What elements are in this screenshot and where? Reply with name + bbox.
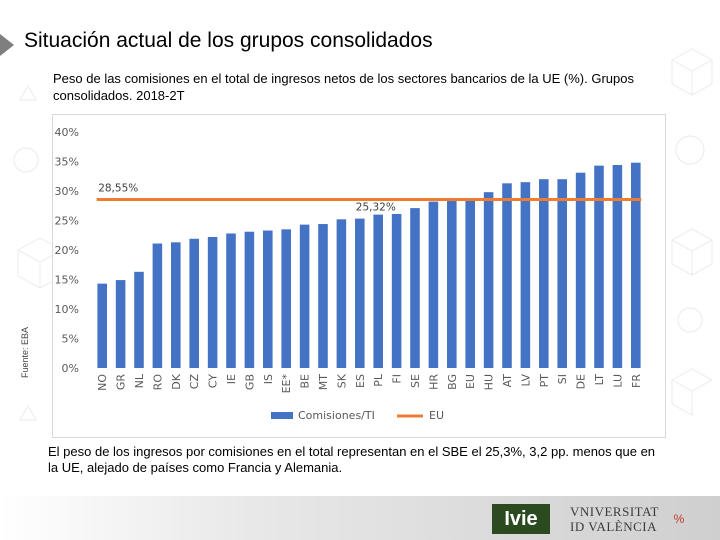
bar xyxy=(152,243,163,368)
y-tick-label: 30% xyxy=(55,185,79,198)
x-tick-label: CY xyxy=(207,374,220,388)
data-label: 28,55% xyxy=(98,183,138,195)
bar xyxy=(520,182,531,368)
x-tick-label: HR xyxy=(427,374,440,390)
bar xyxy=(594,165,604,368)
bar xyxy=(281,229,291,368)
bar xyxy=(612,165,623,368)
bar xyxy=(299,224,310,368)
bar xyxy=(97,283,107,368)
bar xyxy=(226,233,236,368)
y-tick-label: 20% xyxy=(55,244,79,257)
bar xyxy=(483,192,494,368)
y-tick-label: 40% xyxy=(55,126,79,139)
bar xyxy=(428,201,439,368)
data-label: 25,32% xyxy=(356,202,396,214)
bar xyxy=(355,218,365,368)
x-tick-label: DE xyxy=(575,374,588,389)
bar xyxy=(631,162,641,368)
y-tick-label: 35% xyxy=(55,156,79,169)
legend-label: Comisiones/TI xyxy=(298,409,375,422)
x-tick-label: GB xyxy=(243,374,256,390)
x-tick-label: NL xyxy=(133,373,146,388)
bar xyxy=(134,271,144,368)
uv-logo-line1: VNIVERSITAT xyxy=(570,504,659,519)
percent-logo-icon: % xyxy=(673,512,685,526)
y-tick-label: 10% xyxy=(55,303,79,316)
x-tick-label: RO xyxy=(151,374,164,391)
footer: Ivie VNIVERSITAT ID VALÈNCIA % xyxy=(0,496,720,540)
x-tick-label: BG xyxy=(446,374,459,390)
y-tick-label: 5% xyxy=(62,333,79,346)
x-tick-label: CZ xyxy=(188,374,201,390)
bar-chart: 0% 5% 10% 15% 20% 25% 30% 35% 40% NO GR NL RO DK CZ CY I… xyxy=(55,126,643,422)
x-tick-label: LT xyxy=(593,374,606,386)
ivie-logo: Ivie xyxy=(492,504,550,534)
bar xyxy=(207,237,218,368)
x-tick-label: PL xyxy=(372,373,385,387)
x-tick-label: PT xyxy=(538,374,551,388)
bar xyxy=(244,231,255,368)
x-tick-label: IS xyxy=(262,374,275,384)
legend-swatch-bars xyxy=(271,412,293,419)
bar xyxy=(539,179,549,368)
slide-title: Situación actual de los grupos consolida… xyxy=(24,29,433,52)
chart-area: 0% 5% 10% 15% 20% 25% 30% 35% 40% NO GR NL RO DK CZ CY I… xyxy=(52,114,666,438)
x-tick-label: SK xyxy=(335,373,348,388)
x-tick-label: EU xyxy=(464,374,477,389)
x-tick-label: SE xyxy=(409,374,422,388)
uv-logo-line2: ID VALÈNCIA xyxy=(570,519,657,534)
x-tick-label: AT xyxy=(501,374,514,388)
x-tick-label: LV xyxy=(519,374,532,387)
bar xyxy=(263,230,273,368)
bar xyxy=(171,242,181,368)
x-tick-label: BE xyxy=(299,374,312,389)
title-arrow-icon xyxy=(0,34,14,56)
y-tick-label: 25% xyxy=(55,215,79,228)
bar xyxy=(575,172,586,368)
x-tick-label: FI xyxy=(391,374,404,384)
bar xyxy=(391,214,402,368)
bar xyxy=(115,280,126,368)
x-tick-label: HU xyxy=(483,374,496,390)
x-tick-label: GR xyxy=(115,374,128,391)
bar xyxy=(410,208,420,368)
y-tick-label: 0% xyxy=(62,362,79,375)
bar xyxy=(557,179,567,368)
chart-subtitle: Peso de las comisiones en el total de in… xyxy=(53,71,634,103)
bar xyxy=(502,183,512,368)
x-tick-label: SI xyxy=(556,374,569,384)
x-tick-label: DK xyxy=(170,373,183,389)
bar xyxy=(336,219,347,368)
source-label: Fuente: EBA xyxy=(20,326,30,378)
universitat-valencia-logo: VNIVERSITAT ID VALÈNCIA xyxy=(570,504,660,534)
bar xyxy=(465,199,475,368)
x-tick-label: FR xyxy=(630,374,643,388)
bar xyxy=(373,214,383,368)
x-tick-label: LU xyxy=(611,374,624,388)
bar xyxy=(318,224,328,368)
x-tick-label: IE xyxy=(225,374,238,384)
summary-note: El peso de los ingresos por comisiones e… xyxy=(48,444,656,475)
bar xyxy=(189,238,199,368)
x-tick-label: ES xyxy=(354,374,367,388)
y-tick-label: 15% xyxy=(55,274,79,287)
x-tick-label: NO xyxy=(96,374,109,391)
x-tick-label: EE* xyxy=(280,374,293,394)
bar xyxy=(447,201,457,368)
legend-label: EU xyxy=(429,409,444,422)
x-tick-label: MT xyxy=(317,374,330,390)
title-bar: Situación actual de los grupos consolida… xyxy=(0,28,720,58)
